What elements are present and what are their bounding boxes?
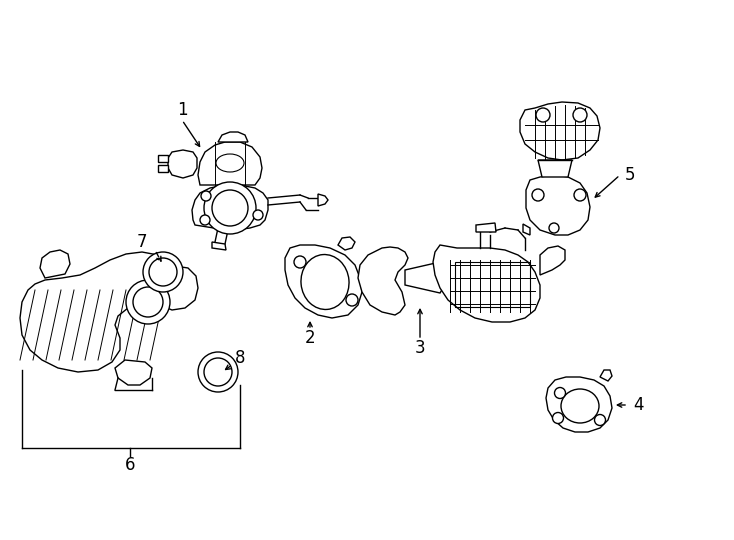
Polygon shape: [338, 237, 355, 250]
Polygon shape: [538, 160, 572, 177]
Polygon shape: [358, 247, 408, 315]
Circle shape: [553, 413, 564, 423]
Polygon shape: [40, 250, 70, 278]
Polygon shape: [152, 266, 198, 310]
Circle shape: [149, 258, 177, 286]
Circle shape: [573, 108, 587, 122]
Text: 8: 8: [235, 349, 245, 367]
Ellipse shape: [216, 154, 244, 172]
Polygon shape: [115, 360, 152, 385]
Polygon shape: [285, 245, 362, 318]
Polygon shape: [158, 155, 168, 162]
Polygon shape: [212, 242, 226, 250]
Circle shape: [198, 352, 238, 392]
Circle shape: [143, 252, 183, 292]
Text: 1: 1: [177, 101, 187, 119]
Ellipse shape: [561, 389, 599, 423]
Polygon shape: [600, 370, 612, 381]
Text: 5: 5: [625, 166, 635, 184]
Circle shape: [200, 215, 210, 225]
Polygon shape: [318, 194, 328, 206]
Circle shape: [212, 190, 248, 226]
Polygon shape: [405, 262, 445, 293]
Polygon shape: [520, 102, 600, 160]
Circle shape: [532, 189, 544, 201]
Text: 4: 4: [633, 396, 643, 414]
Circle shape: [126, 280, 170, 324]
Circle shape: [536, 108, 550, 122]
Circle shape: [204, 358, 232, 386]
Ellipse shape: [301, 254, 349, 309]
Circle shape: [133, 287, 163, 317]
Text: 6: 6: [125, 456, 135, 474]
Circle shape: [204, 182, 256, 234]
Circle shape: [595, 415, 606, 426]
Circle shape: [253, 210, 263, 220]
Polygon shape: [523, 224, 530, 235]
Circle shape: [346, 294, 358, 306]
Circle shape: [201, 191, 211, 201]
Circle shape: [554, 388, 565, 399]
Polygon shape: [476, 223, 496, 232]
Polygon shape: [168, 150, 197, 178]
Polygon shape: [218, 132, 248, 142]
Circle shape: [294, 256, 306, 268]
Text: 3: 3: [415, 339, 425, 357]
Polygon shape: [433, 245, 540, 322]
Polygon shape: [546, 377, 612, 432]
Polygon shape: [192, 185, 268, 230]
Text: 2: 2: [305, 329, 316, 347]
Polygon shape: [526, 175, 590, 235]
Circle shape: [574, 189, 586, 201]
Circle shape: [549, 223, 559, 233]
Polygon shape: [158, 165, 168, 172]
Polygon shape: [198, 142, 262, 185]
Polygon shape: [20, 252, 180, 372]
Text: 7: 7: [137, 233, 148, 251]
Polygon shape: [540, 246, 565, 275]
